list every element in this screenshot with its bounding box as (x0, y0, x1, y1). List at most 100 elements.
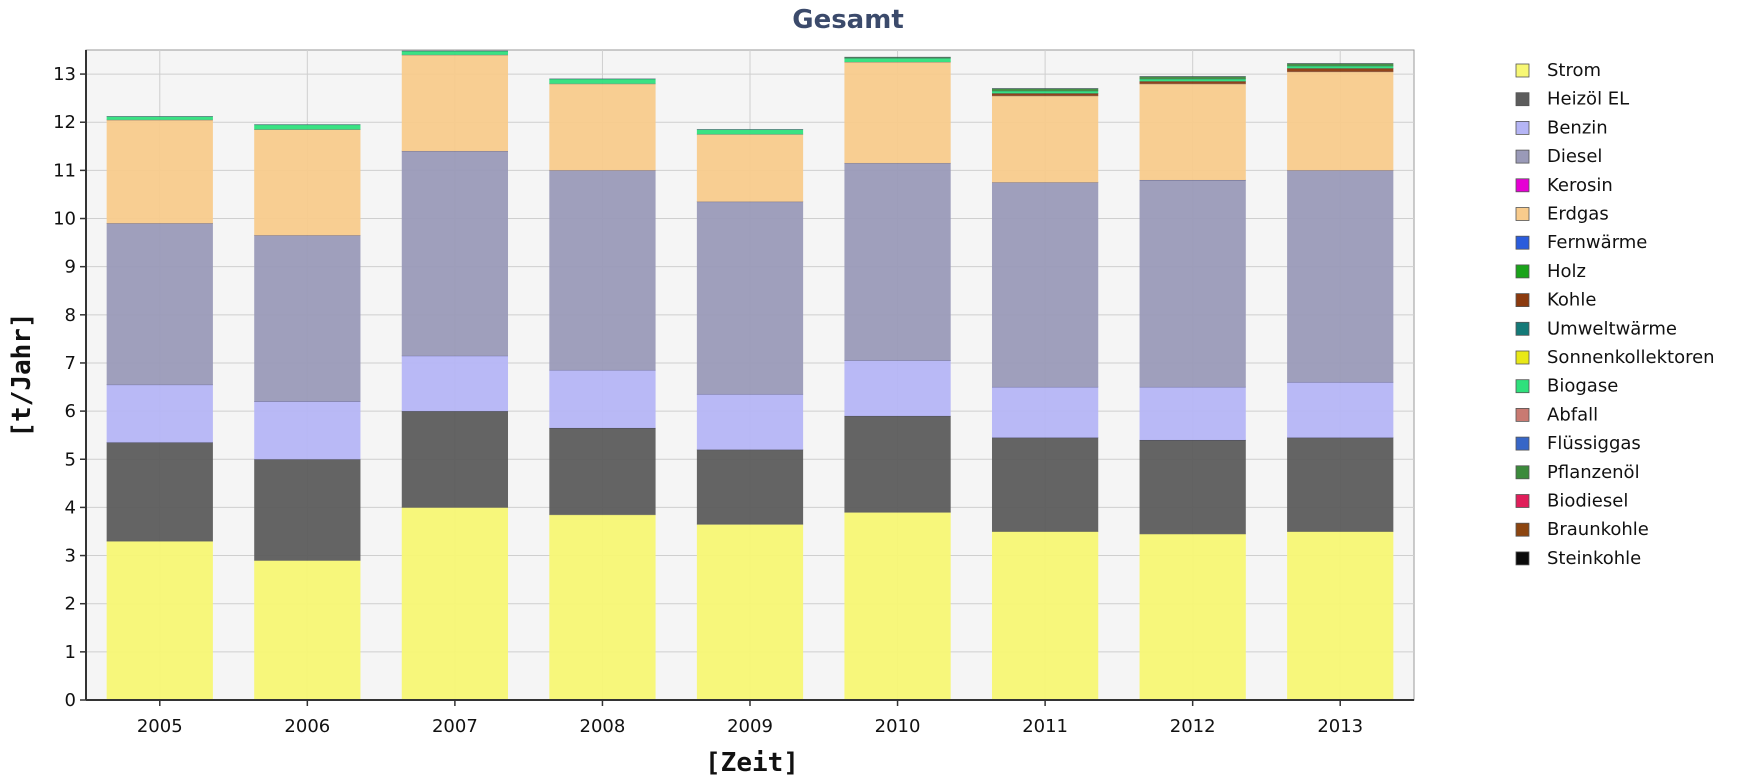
bar-segment: 2009 – Strom: 3.65 (696, 524, 804, 700)
bar-segment: 2005 – Strom: 3.3 (106, 541, 213, 700)
x-tick-label: 2012 (1170, 716, 1216, 737)
y-tick-label: 1 (65, 642, 76, 663)
bar-segment: 2011 – Benzin: 1.05 (991, 387, 1099, 438)
legend-label: Fernwärme (1547, 232, 1647, 253)
x-tick-label: 2011 (1022, 716, 1068, 737)
legend-item: Strom (1515, 60, 1601, 81)
bar-segment: 2009 – Biogase: 0.1 (696, 129, 804, 135)
bar-segment: 2005 – Erdgas: 2.15 (106, 119, 213, 224)
legend-swatch (1515, 149, 1530, 164)
chart-title: Gesamt (792, 5, 904, 35)
bar-segment: 2012 – Erdgas: 2 (1139, 83, 1246, 180)
y-tick-label: 4 (65, 497, 76, 518)
legend-item: Biodiesel (1515, 491, 1628, 512)
x-tick-label: 2009 (727, 716, 773, 737)
legend-label: Braunkohle (1547, 519, 1649, 540)
legend-item: Abfall (1515, 404, 1598, 425)
axes-layer (80, 50, 1414, 706)
x-tick-label: 2005 (137, 716, 183, 737)
legend-item: Flüssiggas (1515, 433, 1641, 454)
y-tick-label: 5 (65, 449, 76, 470)
legend-item: Pflanzenöl (1515, 462, 1640, 483)
legend-label: Biodiesel (1547, 491, 1628, 512)
legend-label: Biogase (1547, 376, 1618, 397)
legend-swatch (1515, 321, 1530, 336)
bar-segment: 2010 – Heizöl EL: 2 (844, 415, 951, 513)
y-tick-label: 9 (65, 257, 76, 278)
legend-item: Heizöl EL (1515, 89, 1629, 110)
legend-label: Pflanzenöl (1547, 462, 1640, 483)
legend-item: Braunkohle (1515, 519, 1649, 540)
bar-segment: 2006 – Heizöl EL: 2.1 (254, 459, 361, 561)
legend-swatch (1515, 207, 1530, 221)
bar-segment: 2011 – Pflanzenöl: 0.05 (991, 88, 1099, 91)
bar-segment: 2010 – Pflanzenöl: 0.02 (844, 57, 951, 59)
y-tick-label: 7 (65, 353, 76, 374)
bar-segment: 2013 – Diesel: 4.4 (1287, 170, 1394, 383)
bar-segment: 2012 – Biogase: 0.05 (1139, 78, 1246, 82)
y-tick-label: 10 (53, 209, 76, 230)
bar-segment: 2007 – Benzin: 1.15 (401, 355, 509, 412)
bar-segment: 2013 – Kohle: 0.07 (1287, 68, 1394, 72)
bar-segment: 2011 – Kohle: 0.05 (991, 93, 1099, 96)
bar-segment: 2009 – Benzin: 1.15 (696, 394, 804, 450)
x-tick-labels: 2005 2006 2007 2008 2009 2010 2011 2012 2013 (137, 716, 1363, 737)
y-tick-label: 12 (53, 112, 76, 133)
bar-segment: 2009 – Heizöl EL: 1.55 (696, 449, 804, 525)
bar-segment: 2011 – Strom: 3.5 (991, 531, 1099, 700)
bar-segment: 2008 – Diesel: 4.15 (549, 170, 656, 371)
bar-segment: 2009 – Diesel: 4 (696, 201, 804, 395)
legend-swatch (1515, 436, 1530, 451)
x-axis-title: [Zeit] (705, 748, 799, 777)
bar-segment: 2010 – Erdgas: 2.1 (844, 62, 951, 164)
legend-swatch (1515, 350, 1530, 365)
legend-swatch (1515, 407, 1530, 422)
legend-label: Holz (1547, 261, 1586, 282)
legend-swatch (1515, 293, 1530, 308)
legend-item: Kerosin (1515, 175, 1613, 196)
y-tick-label: 0 (65, 690, 76, 711)
bar-segment: 2005 – Benzin: 1.2 (106, 384, 213, 443)
bar-segment: 2011 – Biogase: 0.05 (991, 90, 1099, 94)
bar-segment: 2008 – Biogase: 0.1 (549, 78, 656, 84)
bar-segment: 2005 – Heizöl EL: 2.05 (106, 442, 213, 542)
bar-segment: 2010 – Strom: 3.9 (844, 512, 951, 700)
bar-segment: 2008 – Erdgas: 1.8 (549, 83, 656, 171)
bar-segment: 2008 – Heizöl EL: 1.8 (549, 427, 656, 515)
legend-label: Steinkohle (1547, 548, 1641, 569)
y-axis-title: [t/Jahr] (7, 312, 37, 437)
legend-label: Strom (1547, 60, 1601, 81)
legend-item: Steinkohle (1515, 548, 1641, 569)
y-tick-label: 3 (65, 546, 76, 567)
y-tick-label: 8 (65, 305, 76, 326)
legend-swatch (1515, 379, 1530, 394)
legend-label: Heizöl EL (1547, 89, 1629, 110)
bar-segment: 2012 – Heizöl EL: 1.95 (1139, 440, 1246, 534)
legend-label: Umweltwärme (1547, 318, 1677, 339)
bar-segment: 2009 – Erdgas: 1.4 (696, 134, 804, 202)
legend-swatch (1515, 551, 1530, 566)
legend-label: Kohle (1547, 290, 1596, 311)
bar-segment: 2011 – Erdgas: 1.8 (991, 95, 1099, 183)
y-tick-label: 11 (53, 160, 76, 181)
bar-segment: 2010 – Biogase: 0.08 (844, 58, 951, 63)
bar-segment: 2007 – Biogase: 0.08 (401, 50, 509, 55)
legend-label: Sonnenkollektoren (1547, 347, 1715, 368)
bar-segment: 2013 – Erdgas: 2.05 (1287, 71, 1394, 171)
bar-segment: 2006 – Erdgas: 2.2 (254, 129, 361, 236)
bar-segment: 2012 – Kohle: 0.05 (1139, 81, 1246, 84)
legend-swatch (1515, 522, 1530, 537)
y-tick-label: 13 (53, 64, 76, 85)
bar-segment: 2013 – Heizöl EL: 1.95 (1287, 437, 1394, 532)
y-tick-label: 2 (65, 594, 76, 615)
bar-segment: 2008 – Strom: 3.85 (549, 514, 656, 700)
bar-segment: 2012 – Diesel: 4.3 (1139, 180, 1246, 388)
legend-swatch (1515, 264, 1530, 279)
bar-segment: 2006 – Diesel: 3.45 (254, 235, 361, 402)
bar-segment: 2011 – Heizöl EL: 1.95 (991, 437, 1099, 532)
legend-swatch (1515, 121, 1530, 135)
bar-segment: 2006 – Benzin: 1.2 (254, 401, 361, 460)
legend-swatch (1515, 494, 1530, 508)
